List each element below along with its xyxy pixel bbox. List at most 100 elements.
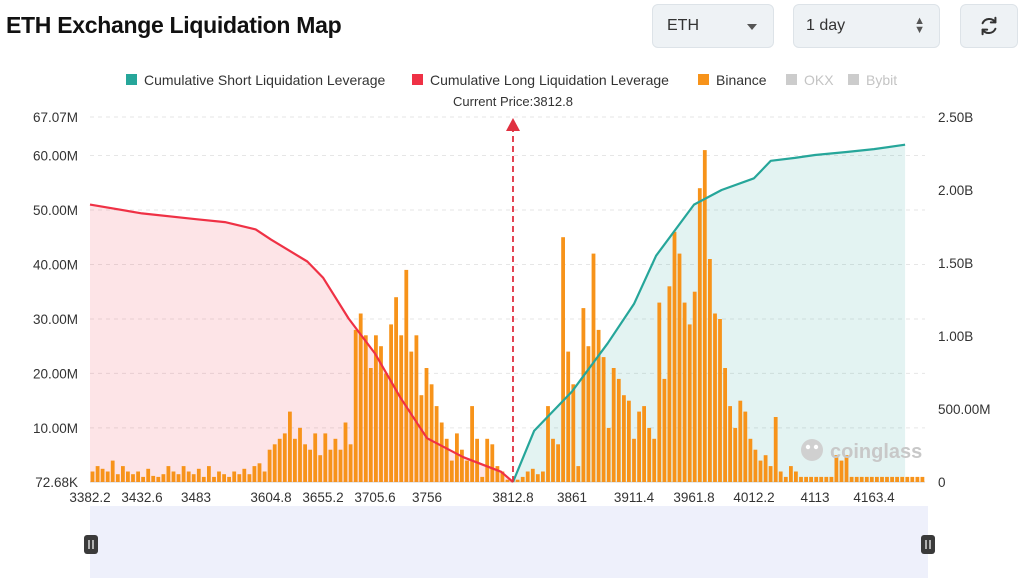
binance-bar [242, 468, 247, 482]
binance-bar [541, 471, 545, 482]
binance-bar [829, 476, 834, 482]
binance-bar [733, 427, 738, 482]
y-left-tick-3: 30.00M [33, 312, 78, 327]
binance-bar [293, 438, 297, 482]
binance-bar [632, 438, 636, 482]
binance-bar [657, 302, 662, 482]
binance-bar [561, 237, 565, 482]
time-range-select[interactable]: 1 day ▲ ▼ [793, 4, 940, 48]
binance-bar [773, 417, 778, 482]
binance-bar [348, 444, 353, 482]
x-tick-4: 3655.2 [302, 490, 343, 505]
legend-swatch-3 [786, 74, 797, 85]
binance-bar [424, 368, 429, 482]
legend-swatch-2 [698, 74, 709, 85]
x-tick-1: 3432.6 [121, 490, 162, 505]
binance-bar [353, 329, 358, 482]
binance-bar [358, 313, 363, 482]
binance-bar [505, 479, 510, 482]
binance-bar [566, 351, 571, 482]
binance-bar [900, 476, 905, 482]
binance-bar [814, 476, 819, 482]
binance-bar [915, 476, 920, 482]
binance-bar [546, 406, 550, 482]
binance-bar [708, 259, 712, 482]
x-tick-2: 3483 [181, 490, 211, 505]
symbol-select[interactable]: ETH [652, 4, 774, 48]
page-title: ETH Exchange Liquidation Map [6, 12, 342, 38]
y-left-tick-1: 10.00M [33, 421, 78, 436]
binance-bar [839, 460, 844, 482]
binance-bar [131, 474, 135, 482]
binance-bar [475, 438, 479, 482]
navigator-left-handle[interactable] [84, 535, 98, 554]
binance-bar [399, 335, 404, 482]
binance-bar [379, 346, 383, 482]
binance-bar [444, 438, 449, 482]
binance-bar [176, 474, 181, 482]
binance-bar [743, 411, 748, 482]
binance-bar [713, 313, 717, 482]
binance-bar [869, 476, 874, 482]
x-tick-3: 3604.8 [250, 490, 291, 505]
binance-bar [515, 479, 520, 482]
binance-bar [606, 427, 611, 482]
binance-bar [748, 438, 753, 482]
x-tick-6: 3756 [412, 490, 442, 505]
binance-bar [100, 468, 105, 482]
binance-bar [368, 368, 373, 482]
binance-bar [328, 449, 333, 482]
refresh-button[interactable] [960, 4, 1018, 48]
range-navigator[interactable] [84, 506, 935, 578]
binance-bar [880, 476, 884, 482]
y-right-tick-5: 2.50B [938, 110, 973, 125]
binance-bar [333, 438, 338, 482]
binance-bar [212, 476, 216, 482]
binance-bar [824, 476, 829, 482]
x-tick-10: 3961.8 [673, 490, 714, 505]
binance-bar [758, 460, 763, 482]
binance-bar [313, 433, 318, 482]
binance-bar [227, 476, 231, 482]
binance-bar [809, 476, 813, 482]
binance-bar [136, 471, 140, 482]
binance-bar [910, 476, 915, 482]
binance-bar [363, 335, 368, 482]
binance-bar [323, 433, 328, 482]
binance-bar [485, 438, 490, 482]
binance-bar [778, 471, 783, 482]
binance-bar [763, 455, 768, 482]
chevron-down-icon [747, 24, 757, 30]
binance-bar [217, 471, 221, 482]
binance-bar [697, 188, 702, 482]
binance-bar [738, 400, 743, 482]
binance-bar [667, 286, 672, 482]
binance-bar [161, 474, 166, 482]
binance-bar [601, 357, 606, 482]
y-right-tick-0: 0 [938, 475, 946, 490]
binance-bar [95, 466, 100, 482]
binance-bar [525, 471, 530, 482]
binance-bar [875, 476, 879, 482]
binance-bar [166, 466, 171, 482]
current-price-label: Current Price:3812.8 [453, 94, 573, 109]
binance-bar [682, 302, 687, 482]
binance-bar [571, 384, 576, 482]
y-left-tick-2: 20.00M [33, 366, 78, 381]
binance-bar [622, 395, 626, 482]
binance-bar [115, 474, 120, 482]
y-left-tick-7: 67.07M [33, 110, 78, 125]
binance-bar [480, 476, 485, 482]
binance-bar [647, 427, 652, 482]
binance-bar [470, 406, 474, 482]
y-left-tick-6: 60.00M [33, 149, 78, 164]
binance-bar [429, 384, 434, 482]
binance-bar [455, 433, 459, 482]
binance-bar [146, 468, 151, 482]
navigator-right-handle[interactable] [921, 535, 935, 554]
binance-bar [186, 471, 191, 482]
binance-bar [616, 378, 621, 482]
current-price-arrow-icon [506, 118, 520, 131]
binance-bar [834, 455, 839, 482]
